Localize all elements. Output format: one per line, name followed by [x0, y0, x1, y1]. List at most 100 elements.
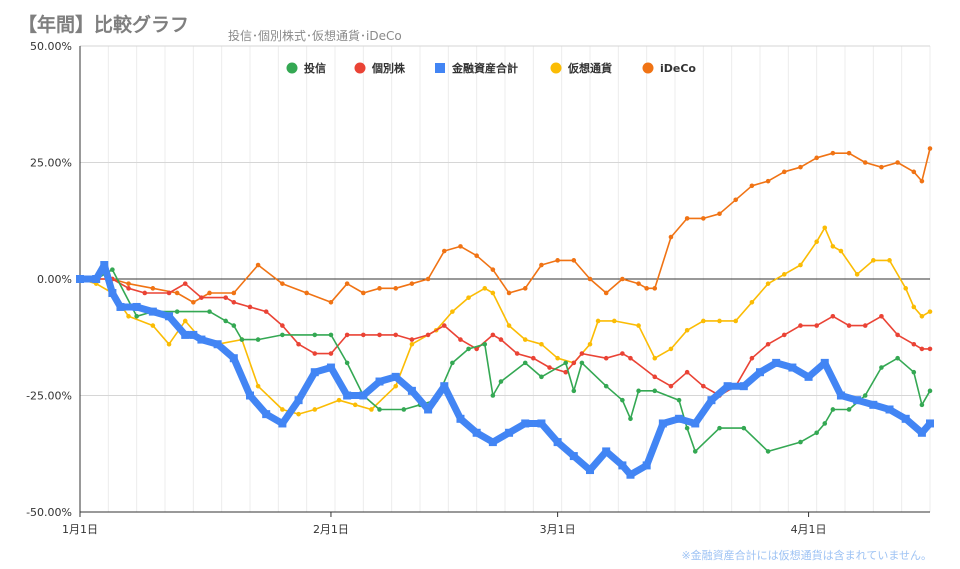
data-point: [879, 164, 884, 170]
data-point: [563, 360, 569, 366]
data-point: [618, 461, 627, 470]
data-point: [191, 300, 196, 305]
data-point: [838, 248, 844, 254]
data-point: [223, 295, 229, 300]
data-point: [352, 402, 358, 408]
data-point: [717, 318, 722, 324]
data-point: [531, 355, 536, 361]
data-point: [174, 309, 180, 314]
data-point: [620, 397, 625, 403]
data-point: [255, 262, 261, 268]
data-point: [555, 355, 560, 361]
data-point: [456, 414, 465, 423]
data-point: [450, 309, 455, 314]
data-point: [425, 276, 431, 282]
data-point: [611, 318, 617, 324]
y-tick-label: -50.00%: [26, 506, 72, 519]
data-point: [239, 337, 245, 342]
data-point: [328, 332, 334, 338]
data-point: [684, 369, 690, 375]
data-point: [628, 355, 633, 361]
data-point: [555, 258, 560, 263]
data-point: [869, 400, 878, 409]
data-point: [132, 302, 141, 311]
y-tick-label: 0.00%: [37, 273, 72, 286]
data-point: [126, 286, 131, 291]
data-point: [675, 414, 684, 423]
data-point: [490, 290, 496, 296]
data-point: [692, 449, 698, 454]
data-point: [820, 358, 829, 367]
data-point: [182, 281, 188, 286]
data-point: [310, 368, 319, 377]
data-point: [684, 216, 690, 221]
data-point: [788, 363, 797, 372]
data-point: [521, 419, 530, 428]
data-point: [92, 275, 101, 283]
data-point: [652, 374, 658, 380]
data-point: [822, 421, 828, 426]
data-point: [199, 295, 204, 300]
data-point: [723, 382, 732, 391]
data-point: [474, 346, 479, 352]
data-point: [407, 386, 416, 395]
data-point: [911, 369, 917, 375]
data-point: [458, 244, 463, 249]
chart-footnote: ※金融資産合計には仮想通貨は含まれていません。: [681, 549, 932, 562]
data-point: [181, 330, 190, 339]
data-point: [490, 332, 496, 338]
data-point: [375, 377, 384, 386]
series-line: [79, 226, 931, 415]
data-point: [458, 337, 463, 342]
data-point: [927, 309, 933, 314]
data-point: [733, 197, 739, 203]
legend-marker: [435, 63, 445, 73]
data-point: [911, 341, 917, 347]
data-point: [862, 160, 868, 165]
data-point: [263, 309, 269, 314]
legend-label: 金融資産合計: [451, 61, 518, 75]
data-point: [441, 248, 447, 254]
data-point: [280, 407, 285, 412]
data-point: [280, 332, 285, 338]
data-point: [359, 391, 368, 400]
data-point: [409, 337, 415, 342]
data-point: [587, 276, 593, 282]
data-point: [571, 360, 577, 366]
data-point: [668, 346, 674, 352]
data-point: [450, 360, 455, 366]
data-point: [717, 211, 722, 217]
data-point: [814, 155, 819, 161]
data-point: [887, 258, 892, 263]
data-point: [636, 323, 641, 328]
data-point: [514, 351, 520, 356]
data-point: [636, 281, 641, 286]
data-point: [116, 302, 125, 311]
legend-marker: [354, 62, 366, 74]
data-point: [377, 286, 382, 291]
data-point: [628, 416, 633, 422]
x-tick-label: 1月1日: [62, 523, 98, 536]
legend-label: 個別株: [371, 61, 406, 75]
data-point: [853, 396, 862, 405]
data-point: [781, 272, 787, 277]
data-point: [603, 383, 609, 389]
y-tick-label: 50.00%: [30, 40, 72, 53]
data-point: [255, 383, 261, 389]
data-point: [231, 290, 237, 296]
data-point: [213, 340, 222, 349]
data-point: [539, 262, 544, 268]
data-point: [586, 466, 594, 475]
data-point: [393, 383, 399, 389]
data-point: [830, 150, 836, 156]
data-point: [919, 346, 925, 352]
data-point: [895, 160, 900, 165]
data-point: [765, 341, 771, 347]
data-point: [377, 332, 382, 338]
data-point: [603, 355, 609, 361]
data-point: [901, 414, 910, 423]
data-point: [798, 323, 803, 328]
data-point: [862, 323, 868, 328]
data-point: [798, 164, 803, 170]
